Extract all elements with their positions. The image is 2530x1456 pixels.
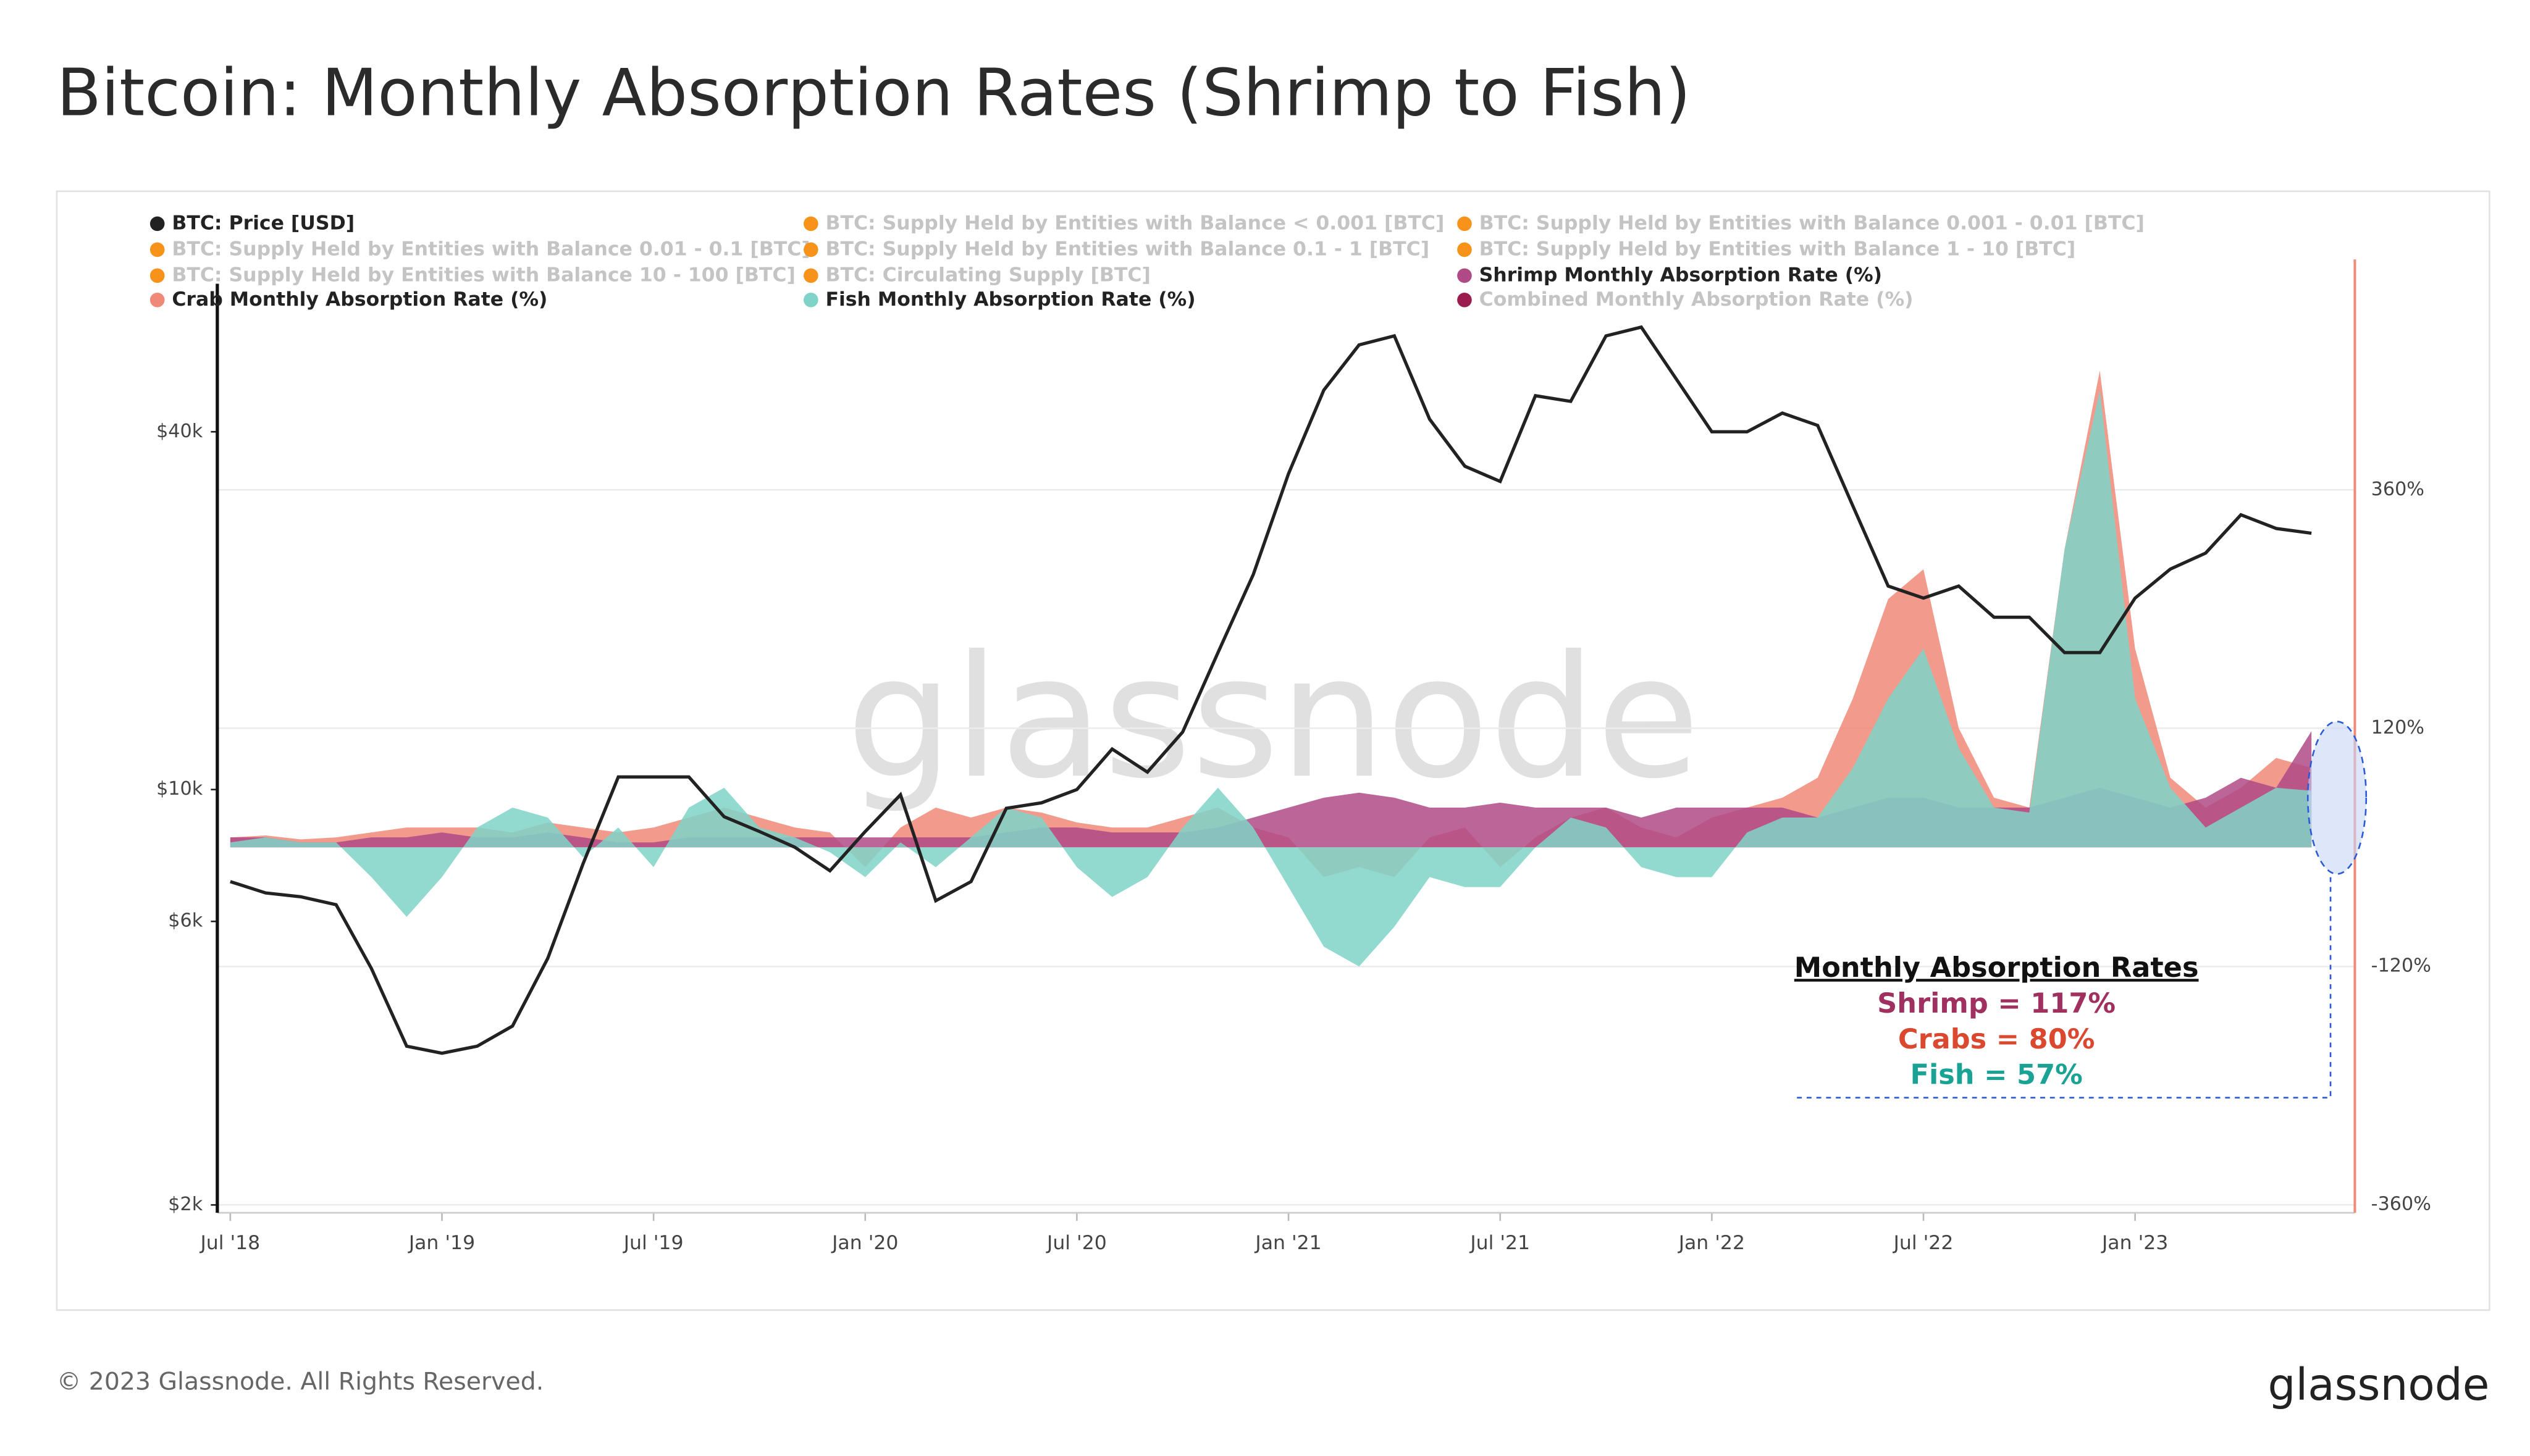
legend-marker xyxy=(149,216,165,232)
y-tick-label: $40k xyxy=(156,420,203,442)
legend-marker xyxy=(1457,242,1472,257)
legend-marker xyxy=(804,242,818,257)
legend-marker xyxy=(1457,268,1472,283)
annotation-line: Crabs = 80% xyxy=(1898,1023,2095,1055)
legend-marker xyxy=(1457,216,1472,232)
y-tick-label: $10k xyxy=(156,778,203,800)
legend-label: Fish Monthly Absorption Rate (%) xyxy=(825,288,1195,311)
legend-label: BTC: Supply Held by Entities with Balanc… xyxy=(172,264,796,286)
legend-label: BTC: Supply Held by Entities with Balanc… xyxy=(172,238,810,260)
legend-marker xyxy=(804,292,818,308)
x-tick-label: Jan '19 xyxy=(408,1232,475,1254)
y-tick-label: $6k xyxy=(168,910,203,932)
x-tick-label: Jan '21 xyxy=(1254,1232,1321,1254)
legend-label: BTC: Supply Held by Entities with Balanc… xyxy=(1479,212,2145,234)
y2-tick-label: 360% xyxy=(2371,479,2424,500)
legend-marker xyxy=(149,268,165,283)
y-tick-label: $2k xyxy=(168,1194,203,1215)
price-line xyxy=(230,325,2312,1055)
x-tick-label: Jul '21 xyxy=(1469,1232,1530,1254)
logo: glassnode xyxy=(2268,1359,2490,1410)
annotation-line: Shrimp = 117% xyxy=(1877,987,2116,1019)
legend-label: BTC: Supply Held by Entities with Balanc… xyxy=(1479,238,2076,260)
x-tick-label: Jan '20 xyxy=(831,1232,898,1254)
watermark: glassnode xyxy=(846,620,1700,816)
annotation-title: Monthly Absorption Rates xyxy=(1794,952,2199,984)
legend-label: Shrimp Monthly Absorption Rate (%) xyxy=(1479,264,1883,286)
area xyxy=(230,390,2312,967)
legend-marker xyxy=(149,242,165,257)
x-tick-label: Jan '22 xyxy=(1678,1232,1745,1254)
legend-marker xyxy=(149,292,165,308)
y2-tick-label: 120% xyxy=(2371,717,2424,738)
legend-label: BTC: Supply Held by Entities with Balanc… xyxy=(825,238,1429,260)
y2-tick-label: -120% xyxy=(2371,955,2431,977)
x-tick-label: Jul '22 xyxy=(1893,1232,1954,1254)
copyright: © 2023 Glassnode. All Rights Reserved. xyxy=(57,1367,544,1395)
highlight xyxy=(2306,721,2368,875)
legend-label: BTC: Supply Held by Entities with Balanc… xyxy=(825,212,1444,234)
legend-label: Crab Monthly Absorption Rate (%) xyxy=(172,288,547,311)
x-tick-label: Jan '23 xyxy=(2101,1232,2168,1254)
chart-title: Bitcoin: Monthly Absorption Rates (Shrim… xyxy=(57,55,1691,130)
legend-label: BTC: Price [USD] xyxy=(172,212,355,234)
legend-label: BTC: Circulating Supply [BTC] xyxy=(825,264,1150,286)
legend-marker xyxy=(804,216,818,232)
x-tick-label: Jul '19 xyxy=(623,1232,684,1254)
legend-marker xyxy=(1457,292,1472,308)
legend-label: Combined Monthly Absorption Rate (%) xyxy=(1479,288,1914,311)
x-tick-label: Jul '18 xyxy=(199,1232,260,1254)
callout xyxy=(1797,875,2332,1099)
annotation-line: Fish = 57% xyxy=(1910,1059,2082,1091)
y2-tick-label: -360% xyxy=(2371,1194,2431,1215)
legend-marker xyxy=(804,268,818,283)
x-tick-label: Jul '20 xyxy=(1046,1232,1107,1254)
